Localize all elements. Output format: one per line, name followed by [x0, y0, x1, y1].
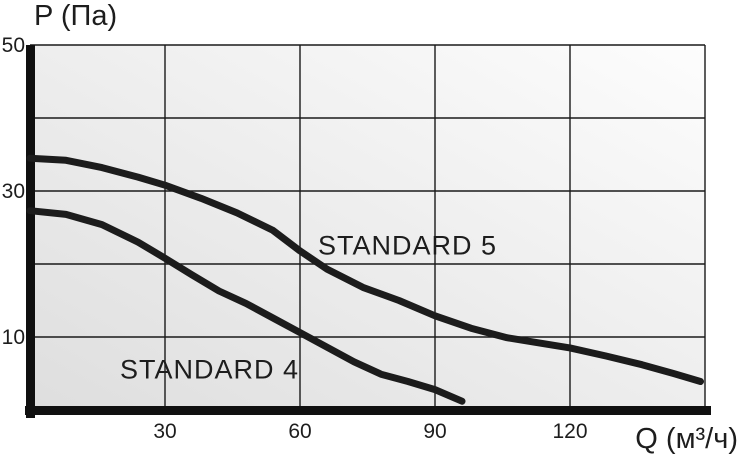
y-axis [26, 45, 35, 418]
curve-label-standard-5: STANDARD 5 [318, 231, 497, 261]
x-tick-label: 90 [423, 420, 446, 443]
x-axis-title: Q (м³/ч) [635, 423, 738, 455]
curve-label-standard-4: STANDARD 4 [120, 355, 299, 385]
plot-background [30, 45, 705, 410]
x-axis [25, 406, 711, 415]
y-tick-label: 10 [2, 326, 25, 349]
x-tick-label: 30 [153, 420, 176, 443]
x-tick-label: 120 [552, 420, 587, 443]
curve-standard-5 [26, 154, 704, 385]
y-axis-title: P (Па) [34, 0, 118, 32]
y-tick-label: 50 [2, 34, 25, 57]
y-tick-label: 30 [2, 180, 25, 203]
curve-standard-4 [26, 207, 466, 405]
x-tick-label: 60 [288, 420, 311, 443]
